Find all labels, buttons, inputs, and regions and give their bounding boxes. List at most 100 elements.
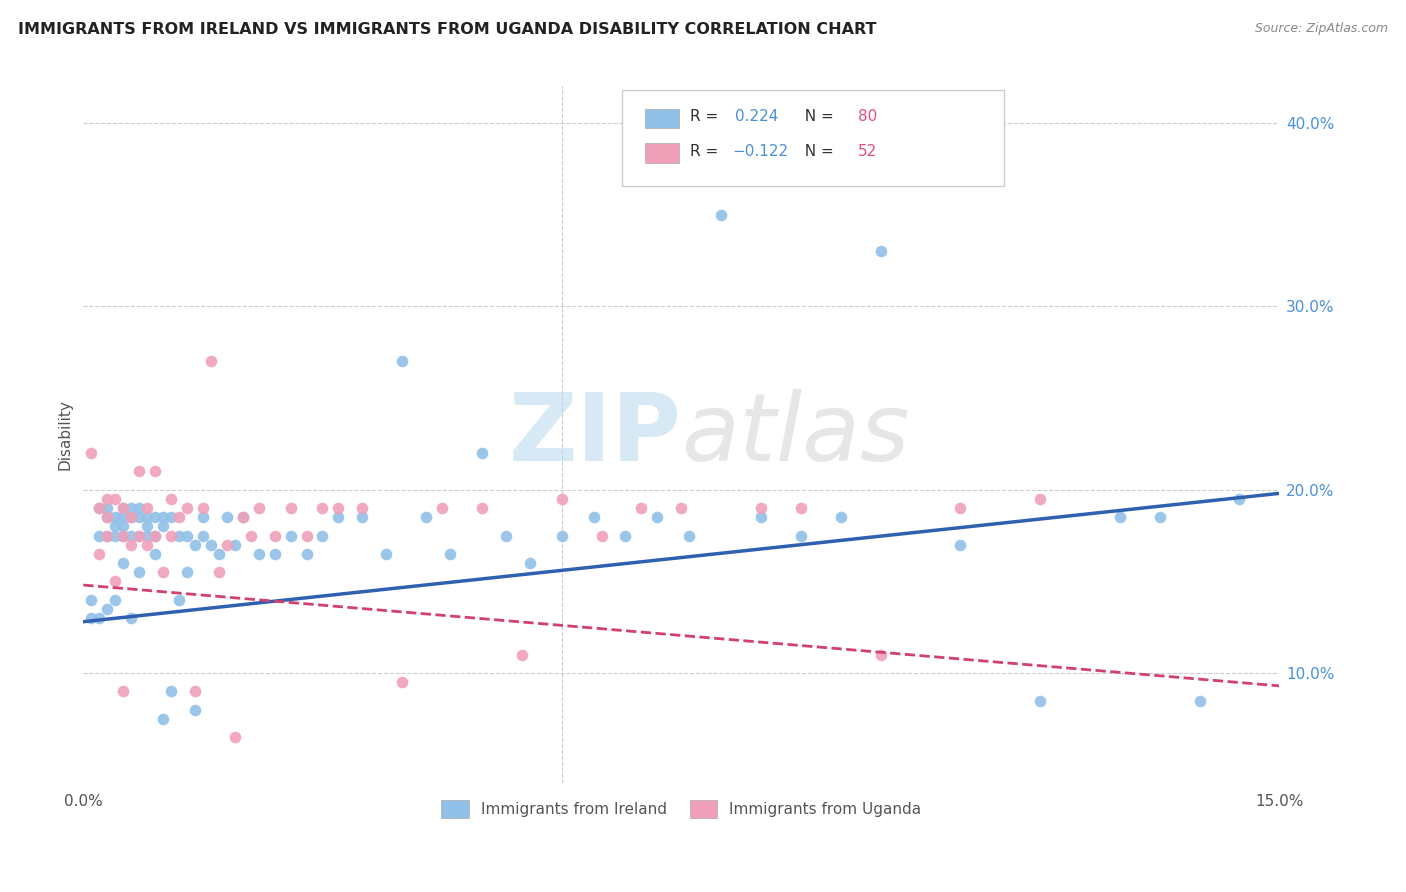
Point (1029, 491, 1052, 506)
Point (143, 510, 166, 524)
Point (239, 528, 262, 542)
Point (790, 501, 813, 516)
Point (224, 538, 246, 552)
Point (352, 501, 374, 516)
Point (120, 538, 142, 552)
Text: R =: R = (690, 144, 723, 159)
Point (208, 547, 231, 561)
Point (869, 244, 891, 259)
Point (869, 648, 891, 662)
Point (96, 528, 118, 542)
Point (80, 611, 103, 625)
Point (89, 611, 111, 625)
FancyBboxPatch shape (621, 90, 1004, 186)
Point (167, 592, 190, 607)
Point (152, 510, 174, 524)
Point (510, 648, 533, 662)
Text: 0.224: 0.224 (735, 109, 779, 124)
Point (263, 528, 285, 542)
Point (128, 501, 150, 516)
Point (630, 501, 652, 516)
Point (949, 538, 972, 552)
Point (128, 464, 150, 478)
Point (120, 528, 142, 542)
Point (191, 528, 214, 542)
Point (136, 528, 159, 542)
Point (352, 510, 374, 524)
Point (200, 354, 222, 368)
Point (551, 528, 574, 542)
Point (430, 501, 453, 516)
Point (591, 528, 613, 542)
Text: R =: R = (690, 109, 723, 124)
Point (328, 510, 350, 524)
Point (1108, 510, 1130, 524)
Text: IMMIGRANTS FROM IRELAND VS IMMIGRANTS FROM UGANDA DISABILITY CORRELATION CHART: IMMIGRANTS FROM IRELAND VS IMMIGRANTS FR… (18, 22, 877, 37)
Point (104, 510, 127, 524)
Point (80, 446, 103, 460)
Point (614, 528, 637, 542)
Point (295, 547, 318, 561)
Point (215, 538, 238, 552)
Point (295, 528, 318, 542)
Point (215, 510, 238, 524)
Point (96, 510, 118, 524)
Point (89, 501, 111, 516)
Point (160, 684, 183, 698)
Point (160, 528, 183, 542)
Point (582, 510, 605, 524)
FancyBboxPatch shape (645, 109, 679, 128)
Point (120, 510, 142, 524)
Point (391, 675, 413, 690)
Point (1029, 693, 1052, 707)
Point (112, 684, 135, 698)
Point (96, 510, 118, 524)
Point (749, 510, 772, 524)
Point (224, 730, 246, 744)
Text: −0.122: −0.122 (733, 144, 789, 159)
Point (184, 703, 207, 717)
FancyBboxPatch shape (645, 144, 679, 163)
Point (96, 528, 118, 542)
Point (143, 547, 166, 561)
Point (143, 464, 166, 478)
Point (949, 501, 972, 516)
Point (112, 501, 135, 516)
Point (89, 528, 111, 542)
Point (375, 547, 398, 561)
Point (136, 510, 159, 524)
Point (160, 510, 183, 524)
Point (160, 491, 183, 506)
Point (112, 556, 135, 570)
Y-axis label: Disability: Disability (58, 400, 72, 470)
Point (136, 538, 159, 552)
Point (519, 556, 541, 570)
Point (104, 491, 127, 506)
Point (551, 491, 574, 506)
Point (128, 528, 150, 542)
Point (191, 501, 214, 516)
Point (263, 547, 285, 561)
Point (167, 510, 190, 524)
Text: N =: N = (794, 144, 838, 159)
Point (311, 528, 333, 542)
Text: N =: N = (794, 109, 838, 124)
Point (415, 510, 437, 524)
Point (495, 528, 517, 542)
Point (89, 547, 111, 561)
Point (280, 501, 302, 516)
Text: 52: 52 (858, 144, 877, 159)
Point (104, 592, 127, 607)
Point (830, 510, 852, 524)
Point (128, 510, 150, 524)
Text: atlas: atlas (682, 389, 910, 480)
Point (247, 547, 270, 561)
Point (232, 510, 254, 524)
Point (89, 501, 111, 516)
Point (112, 528, 135, 542)
Point (647, 510, 669, 524)
Point (80, 592, 103, 607)
Point (328, 501, 350, 516)
Point (471, 501, 494, 516)
Point (208, 565, 231, 579)
